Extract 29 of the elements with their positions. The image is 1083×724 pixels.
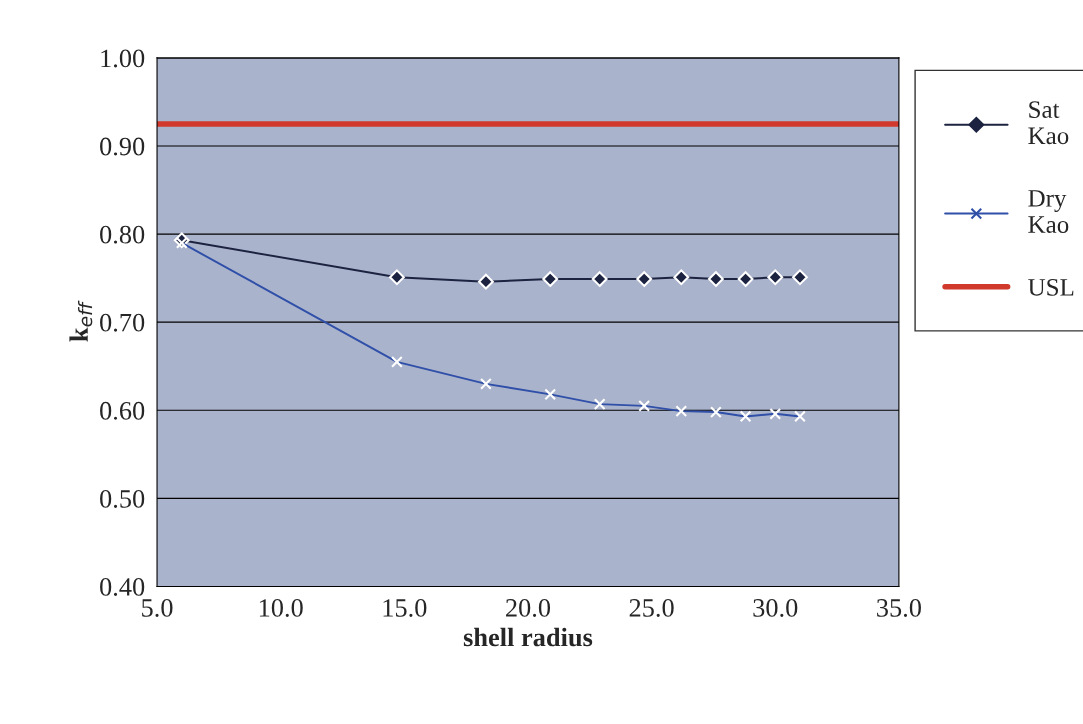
- y-axis-title: k$_{eff}$: [69, 300, 93, 342]
- y-tick-label: 0.60: [100, 401, 145, 420]
- point: [478, 273, 494, 290]
- point: [591, 271, 608, 287]
- y-tick-label: 0.70: [100, 313, 145, 332]
- y-tick-label: 0.40: [100, 578, 145, 596]
- y-tick-label: 0.90: [100, 137, 145, 156]
- point: [792, 269, 808, 286]
- x-tick-label: 25.0: [629, 599, 674, 617]
- y-tick-label: 0.50: [100, 489, 145, 508]
- x-tick-label: 35.0: [877, 599, 921, 617]
- x-tick-label: 10.0: [259, 599, 303, 617]
- x-tick-label: 30.0: [753, 599, 798, 617]
- legend-label: Sat Kao: [1028, 101, 1069, 145]
- point: [737, 271, 754, 287]
- legend-label: Dry Kao: [1028, 190, 1069, 233]
- y-tick-label: 1.00: [101, 49, 145, 68]
- point: [636, 271, 653, 287]
- x-axis-title: shell radius: [463, 627, 593, 647]
- point: [707, 271, 724, 287]
- x-tick-label: 15.0: [383, 599, 427, 617]
- point: [767, 269, 784, 286]
- point: [673, 269, 690, 286]
- point: [542, 271, 559, 287]
- y-tick-label: 0.80: [100, 225, 145, 244]
- point: [388, 269, 405, 286]
- x-tick-label: 20.0: [506, 599, 551, 617]
- x-tick-label: 5.0: [142, 599, 173, 617]
- legend-label: USL: [1028, 278, 1074, 296]
